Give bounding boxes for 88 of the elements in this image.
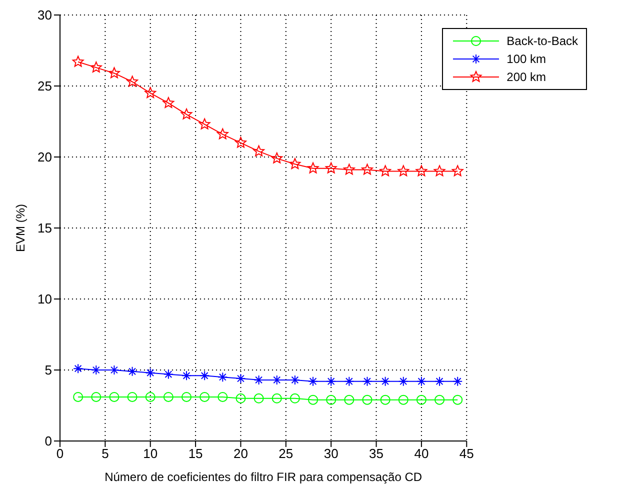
point — [308, 376, 318, 386]
point — [218, 392, 228, 402]
point — [416, 394, 426, 405]
x-tick-label: 15 — [188, 446, 203, 462]
point — [380, 165, 392, 176]
point — [163, 392, 174, 402]
point — [144, 87, 156, 98]
point — [380, 394, 390, 405]
point — [109, 365, 120, 375]
point — [452, 394, 463, 405]
x-tick-label: 20 — [233, 446, 248, 462]
x-axis-title: Número de coeficientes do filtro FIR para compensação CD — [104, 470, 422, 484]
point — [254, 374, 264, 385]
point — [344, 376, 354, 386]
y-tick-label: 20 — [38, 150, 52, 165]
point — [272, 374, 282, 385]
y-tick-label: 5 — [44, 362, 52, 378]
point — [290, 393, 300, 404]
point — [416, 165, 428, 176]
point — [452, 376, 463, 386]
point — [91, 365, 102, 375]
point — [216, 128, 228, 140]
point — [344, 394, 354, 405]
point — [434, 376, 445, 386]
y-tick-label: 15 — [38, 220, 52, 236]
point — [326, 376, 336, 386]
y-tick-label: 0 — [44, 434, 52, 449]
point — [236, 393, 246, 404]
point — [325, 162, 337, 174]
x-tick-label: 10 — [143, 446, 158, 462]
point — [343, 164, 355, 175]
point — [362, 376, 372, 386]
y-axis-title: EVM (%) — [13, 204, 28, 252]
point — [162, 97, 174, 108]
y-tick-label: 10 — [38, 292, 52, 307]
point — [253, 145, 265, 156]
point — [72, 56, 84, 67]
point — [452, 165, 464, 176]
point — [434, 394, 445, 405]
point — [434, 165, 446, 176]
point — [398, 394, 408, 405]
point — [254, 393, 264, 404]
x-tick-label: 40 — [414, 446, 429, 462]
point — [127, 366, 138, 376]
point — [289, 158, 301, 170]
legend-label: 200 km — [506, 70, 546, 84]
point — [126, 76, 138, 87]
point — [271, 152, 283, 164]
point — [272, 393, 282, 404]
point — [127, 392, 138, 402]
point — [236, 374, 246, 384]
point — [290, 374, 300, 385]
point — [73, 392, 84, 402]
y-tick-label: 25 — [38, 78, 52, 94]
x-tick-label: 30 — [324, 446, 338, 462]
point — [145, 392, 156, 402]
point — [145, 368, 156, 378]
point — [108, 67, 120, 78]
point — [91, 392, 102, 402]
point — [200, 370, 210, 381]
point — [182, 370, 192, 381]
x-tick-label: 45 — [459, 446, 474, 462]
x-tick-label: 0 — [56, 446, 64, 462]
point — [380, 376, 390, 386]
point — [109, 392, 120, 402]
point — [198, 118, 210, 130]
point — [73, 364, 84, 374]
point — [218, 372, 228, 382]
point — [362, 394, 372, 405]
y-tick-label: 30 — [38, 8, 52, 23]
point — [163, 369, 174, 380]
point — [416, 376, 426, 386]
point — [326, 394, 336, 405]
legend-label: Back-to-Back — [506, 34, 578, 48]
x-tick-label: 35 — [369, 446, 384, 462]
point — [362, 164, 373, 175]
point — [200, 392, 210, 402]
legend-label: 100 km — [506, 52, 546, 66]
point — [182, 392, 192, 402]
point — [398, 376, 408, 386]
point — [235, 136, 246, 148]
x-tick-label: 5 — [102, 446, 109, 462]
point — [180, 108, 192, 120]
point — [398, 165, 410, 176]
point — [308, 394, 318, 405]
x-tick-label: 25 — [278, 446, 294, 462]
point — [307, 162, 319, 174]
point — [90, 62, 102, 72]
